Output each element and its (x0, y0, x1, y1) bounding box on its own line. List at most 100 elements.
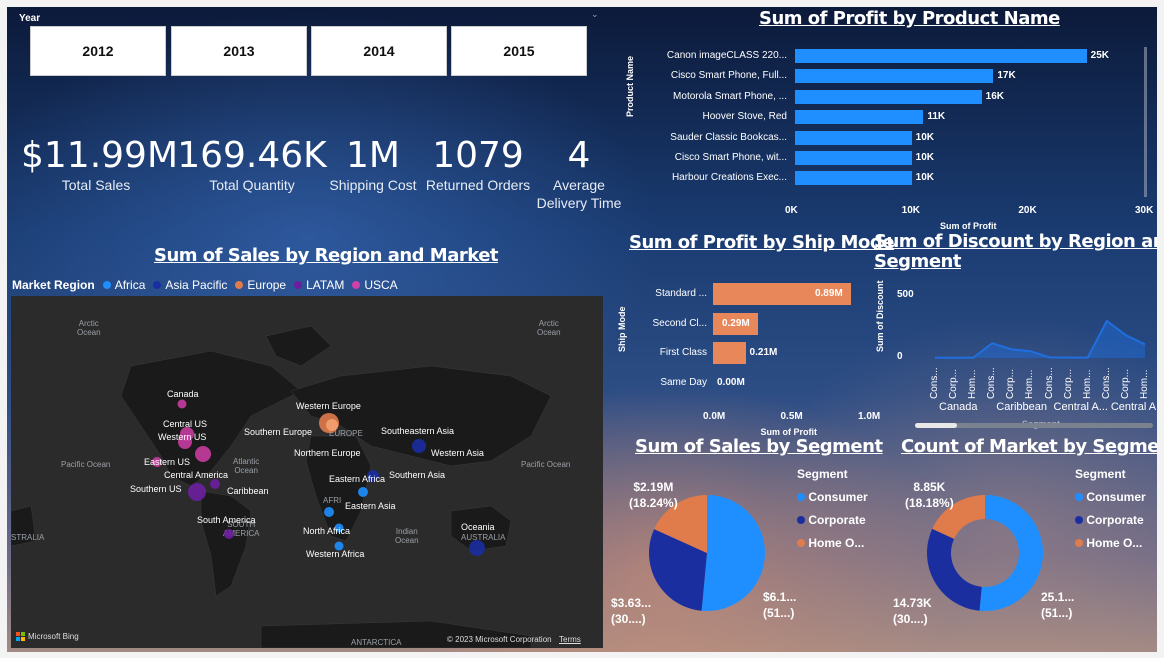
sales-pie-slice-1[interactable] (649, 529, 707, 611)
market-donut-slice-0[interactable] (979, 495, 1043, 611)
market-donut-label-corporate: 14.73K (30....) (893, 595, 932, 627)
bubble-canada[interactable] (177, 399, 187, 409)
legend-dot (1075, 493, 1083, 501)
bubble-southern-asia[interactable] (367, 470, 379, 482)
region-label: Oceania (461, 522, 495, 532)
product-row-label: Harbour Creations Exec... (671, 172, 787, 184)
sales-pie-chart[interactable] (647, 493, 767, 613)
product-bar[interactable] (795, 89, 982, 104)
legend-europe[interactable]: Europe (247, 278, 287, 292)
discount-area-svg (935, 319, 1146, 359)
continent-label-africa: AFRI (323, 496, 342, 505)
legend-latam[interactable]: LATAM (306, 278, 345, 292)
bubble-south-america[interactable] (224, 529, 234, 539)
legend-africa[interactable]: Africa (114, 278, 146, 292)
product-bar[interactable] (795, 69, 994, 84)
discount-segment-tick: Cons... (1043, 367, 1055, 399)
market-donut-slice-1[interactable] (927, 528, 982, 611)
ocean-label-pacific-left: Pacific Ocean (61, 460, 111, 469)
market-donut-label-home-office: 8.85K (18.18%) (905, 479, 954, 511)
region-label: Western Africa (306, 549, 365, 559)
discount-scrollbar[interactable] (915, 423, 1153, 428)
year-button-2013[interactable]: 2013 (171, 26, 307, 76)
ocean-label-arctic-right: Arctic Ocean (537, 319, 561, 337)
legend-dot (797, 493, 805, 501)
legend-title: Market Region (12, 278, 95, 292)
bubble-western-africa[interactable] (334, 541, 344, 551)
year-button-2014[interactable]: 2014 (311, 26, 447, 76)
bubble-eastern-us[interactable] (195, 446, 211, 462)
profit-by-ship-title: Sum of Profit by Ship Mode (629, 232, 894, 253)
discount-title-line2: Segment (874, 251, 961, 272)
market-donut-chart[interactable] (925, 493, 1045, 613)
sales-map[interactable]: Arctic Ocean Arctic Ocean Pacific Ocean … (11, 296, 603, 648)
profit-by-product-title: Sum of Profit by Product Name (759, 8, 1060, 29)
ship-row-label: Same Day (660, 376, 707, 388)
discount-line[interactable] (935, 319, 1146, 359)
sales-segment-legend: Segment Consumer Corporate Home O... (797, 463, 868, 555)
region-label: South America (197, 515, 256, 525)
bubble-western-asia[interactable] (412, 439, 426, 453)
product-data-label: 17K (997, 70, 1016, 82)
legend-dot (1075, 516, 1083, 524)
bubble-western-us[interactable] (178, 435, 192, 449)
discount-group-label: Central A... (1053, 401, 1108, 413)
sales-pie-slice-0[interactable] (701, 495, 765, 611)
legend-usca[interactable]: USCA (364, 278, 398, 292)
bubble-eastern-africa[interactable] (324, 507, 334, 517)
legend-item-home-office[interactable]: Home O... (1075, 532, 1146, 555)
ship-bar[interactable] (713, 312, 758, 335)
sales-pie-slice-2[interactable] (654, 495, 707, 553)
sales-pie-label-consumer: $6.1... (51...) (763, 589, 796, 621)
product-data-label: 25K (1090, 50, 1110, 61)
profit-by-ship-chart: Standard ... 0.89M Second Cl... 0.29M First … (621, 269, 881, 437)
region-label: Western Europe (296, 401, 361, 411)
legend-label: Home O... (808, 536, 865, 550)
market-donut-slice-2[interactable] (932, 495, 985, 539)
product-bar[interactable] (795, 130, 912, 145)
ship-row-label: First Class (659, 347, 707, 358)
legend-item-home-office[interactable]: Home O... (797, 532, 868, 555)
product-bar[interactable] (795, 151, 912, 165)
ship-bar[interactable] (713, 342, 746, 364)
discount-scrollbar-thumb[interactable] (915, 423, 957, 428)
legend-item-corporate[interactable]: Corporate (1075, 509, 1146, 532)
bubble-eastern-asia[interactable] (358, 487, 368, 497)
legend-item-corporate[interactable]: Corporate (797, 509, 868, 532)
ship-row-label: Standard ... (655, 288, 707, 299)
product-bar[interactable] (795, 110, 924, 125)
region-label: Central America (164, 470, 229, 480)
legend-dot-asia-pacific (153, 281, 162, 289)
bubble-north-africa[interactable] (334, 523, 344, 533)
discount-segment-tick: Cons... (986, 367, 998, 399)
bubble-oceania[interactable] (469, 540, 485, 556)
year-button-2015[interactable]: 2015 (451, 26, 587, 76)
bubble-central-america[interactable] (188, 483, 206, 501)
region-label: Western US (158, 432, 207, 442)
year-button-2012[interactable]: 2012 (30, 26, 166, 76)
bubble-caribbean[interactable] (210, 479, 220, 489)
chevron-down-icon[interactable]: ⌄ (591, 9, 599, 19)
bubble-southern-europe[interactable] (326, 419, 338, 431)
product-chart-scrollbar[interactable] (1144, 47, 1147, 197)
label-pct: (30....) (893, 612, 928, 626)
legend-asia-pacific[interactable]: Asia Pacific (165, 278, 228, 292)
product-bar[interactable] (795, 49, 1087, 63)
region-label: Southern Europe (244, 427, 313, 437)
kpi-value: 1079 (432, 135, 524, 176)
map-terms-link[interactable]: Terms (559, 635, 581, 644)
discount-segment-tick: Cons... (1100, 367, 1112, 399)
discount-segment-tick: Hom... (967, 369, 979, 399)
legend-item-consumer[interactable]: Consumer (797, 486, 868, 509)
region-label: North Africa (303, 526, 351, 536)
ship-bar[interactable] (713, 283, 851, 305)
bubble-southern-us[interactable] (152, 457, 162, 467)
ocean-text: Arctic Ocean (537, 319, 561, 337)
ocean-text: SOUTH AMERICA (223, 520, 260, 538)
product-bar[interactable] (795, 171, 912, 186)
region-label: Southern Asia (389, 470, 446, 480)
legend-dot (797, 516, 805, 524)
product-data-label: 10K (915, 172, 935, 184)
legend-item-consumer[interactable]: Consumer (1075, 486, 1146, 509)
ship-x-tick: 1.0M (858, 411, 881, 422)
